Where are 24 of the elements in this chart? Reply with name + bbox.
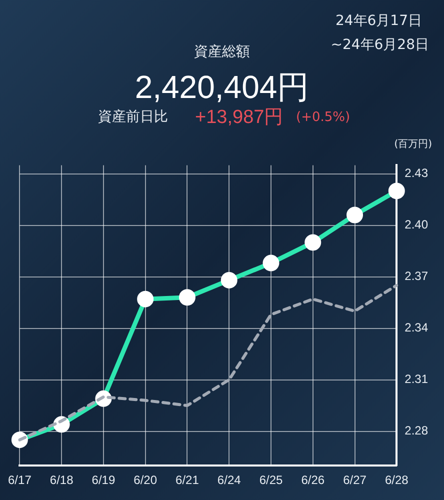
x-tick-label: 6/20 [134,473,158,488]
x-tick-label: 6/26 [301,473,325,488]
y-tick-label: 2.28 [404,424,428,438]
chart-subtitle: 2,420,404円 [134,69,310,105]
x-tick-label: 6/27 [343,473,367,488]
x-tick-label: 6/28 [384,473,409,488]
text: 24年6月17日 [335,12,422,30]
y-tick-label: 2.37 [404,269,428,284]
text: +13,987円 [195,106,284,130]
x-tick-label: 6/24 [217,473,242,488]
text: ~24年6月28日 [330,36,429,54]
y-tick-label: 2.31 [404,372,428,386]
text: (+0.5%) [296,110,350,125]
x-tick-label: 6/25 [259,473,283,488]
x-tick-label: 6/18 [50,473,74,488]
y-tick-label: 2.43 [404,166,428,180]
x-tick-label: 6/17 [8,473,32,488]
text: 資産前日比 [98,108,168,126]
x-tick-label: 6/21 [176,473,200,488]
y-axis-title: (百万円) [394,138,432,151]
y-tick-label: 2.40 [404,218,428,232]
chart-title: 資産総額 [194,44,250,60]
x-tick-label: 6/19 [92,473,116,488]
y-tick-label: 2.34 [404,320,428,335]
